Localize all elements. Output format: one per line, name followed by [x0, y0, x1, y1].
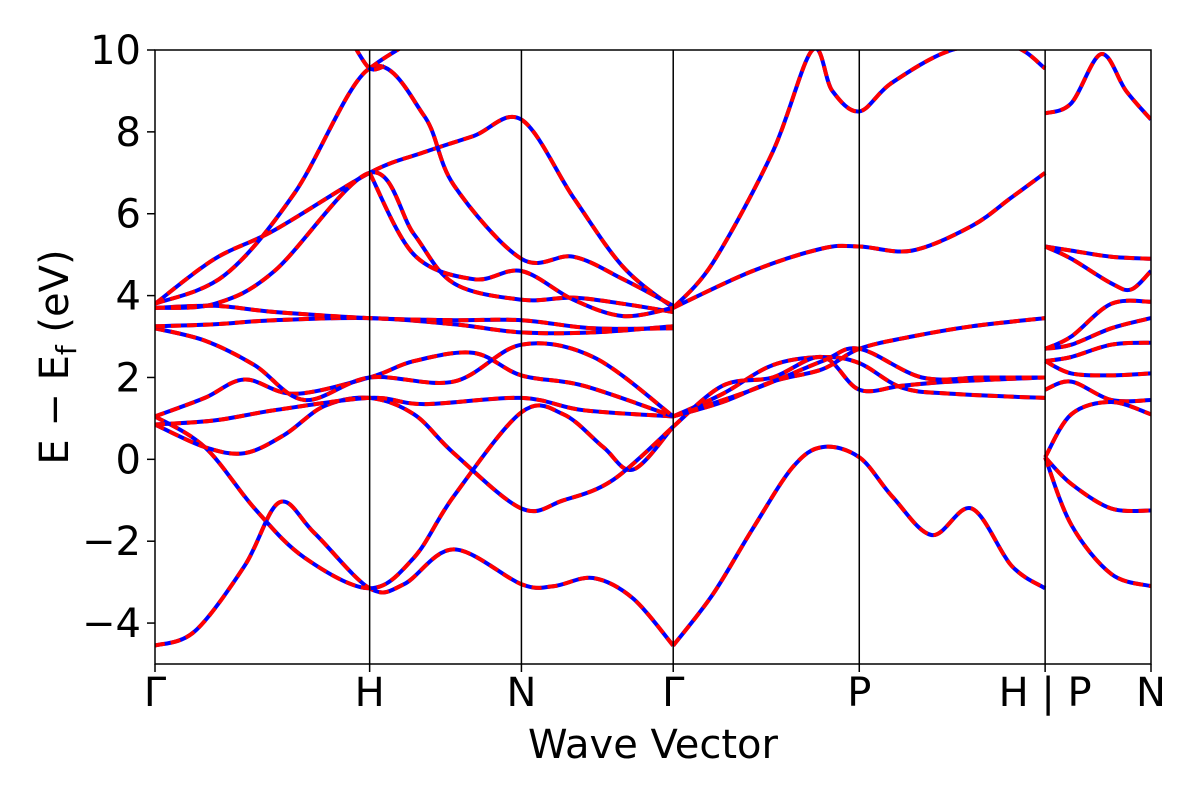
band-line-dashed-6 [155, 350, 674, 419]
high-symmetry-lines [368, 50, 1046, 664]
band-line-dashed-24 [1044, 244, 1151, 293]
band-lines-group [155, 50, 1151, 648]
band-line-solid-15 [155, 170, 674, 314]
band-line-dashed-23 [1044, 244, 1151, 261]
band-line-solid-2 [1043, 455, 1151, 514]
x-tick-label-0: Γ [144, 670, 167, 716]
band-line-dashed-19 [354, 50, 385, 72]
x-axis-ticks: Γ H N Γ P H | P N [144, 664, 1166, 716]
band-line-dashed-3 [155, 403, 675, 591]
band-line-dashed-30 [1043, 399, 1151, 459]
x-tick-label-4: P [847, 670, 871, 716]
band-line-solid-4 [155, 395, 675, 514]
y-tick-label-6: 8 [116, 110, 141, 156]
plot-frame [154, 49, 1152, 665]
band-line-dashed-26 [1044, 298, 1151, 351]
band-line-dashed-7 [155, 326, 675, 419]
band-line-solid-30 [1043, 399, 1151, 459]
y-axis-title-subscript: f [50, 344, 83, 355]
band-line-dashed-13 [155, 303, 674, 331]
band-line-dashed-16 [155, 64, 675, 308]
band-line-solid-8 [672, 354, 1046, 419]
y-axis-ticks: −4 −2 0 2 4 6 8 10 [82, 28, 155, 647]
y-tick-label-5: 6 [116, 192, 141, 238]
x-axis-title: Wave Vector [528, 722, 779, 768]
band-line-dashed-5 [155, 395, 674, 427]
x-tick-label-5: H | P [999, 670, 1092, 716]
band-line-dashed-17 [367, 171, 674, 319]
y-tick-label-4: 4 [116, 274, 141, 320]
band-line-dashed-22 [1044, 52, 1151, 121]
y-axis-title: E − Ef (eV) [32, 249, 83, 464]
band-line-dashed-18 [368, 50, 402, 71]
y-tick-label-1: −2 [82, 519, 141, 565]
band-line-solid-3 [155, 403, 675, 591]
y-tick-label-3: 2 [116, 355, 141, 401]
band-line-dashed-0 [155, 499, 675, 648]
band-line-dashed-14 [155, 115, 675, 310]
band-line-dashed-28 [1044, 359, 1151, 378]
band-line-dashed-21 [671, 50, 1047, 310]
y-tick-label-0: −4 [82, 601, 141, 647]
band-line-solid-0 [155, 499, 675, 648]
band-line-dashed-31 [1043, 456, 1151, 589]
y-tick-label-7: 10 [90, 28, 141, 74]
y-axis-title-unit: (eV) [32, 249, 78, 345]
x-tick-label-3: Γ [662, 670, 685, 716]
band-line-dashed-9 [671, 354, 1046, 429]
x-tick-label-6: N [1136, 670, 1166, 716]
y-tick-label-2: 0 [116, 437, 141, 483]
y-axis-title-main: E − E [32, 355, 78, 465]
band-line-solid-27 [1044, 340, 1151, 364]
x-tick-label-2: N [506, 670, 536, 716]
band-line-solid-25 [1044, 316, 1151, 351]
x-tick-label-1: H [355, 670, 385, 716]
band-line-solid-14 [155, 115, 675, 310]
band-line-dashed-29 [1044, 379, 1151, 404]
band-line-dashed-15 [155, 170, 674, 314]
band-line-dashed-20 [672, 171, 1047, 310]
band-line-solid-6 [155, 350, 674, 419]
